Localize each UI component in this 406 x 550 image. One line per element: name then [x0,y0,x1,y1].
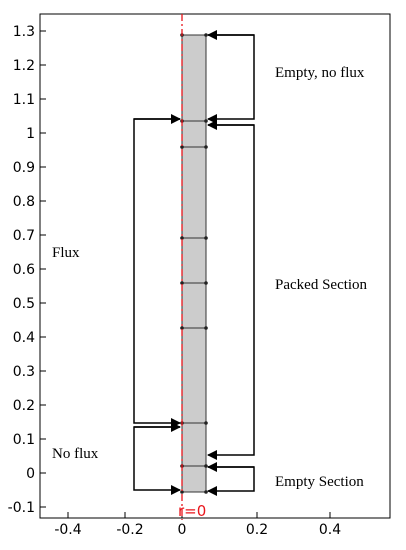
empty-no-flux-bracket [207,34,255,124]
y-tick-label: 1 [26,126,35,142]
y-tick-label: 1.3 [13,24,35,40]
packed-section-bracket [207,124,255,460]
empty-section-bracket [207,466,255,496]
column-body [181,34,207,493]
y-tick-label: -0.1 [8,500,35,516]
y-tick-label: 0.6 [13,262,35,278]
x-tick-label: -0.2 [116,522,143,538]
flux-bracket [133,118,181,428]
no-flux-bracket [133,426,181,495]
y-tick-label: 0.2 [13,398,35,414]
column-dividers [182,120,206,467]
y-tick-label: 0.5 [13,296,35,312]
y-tick-label: 1.1 [13,92,35,108]
label-empty-no-flux: Empty, no flux [275,65,365,81]
x-tick-label: -0.4 [54,522,81,538]
y-tick-labels: -0.1 0 0.1 0.2 0.3 0.4 0.5 0.6 0.7 0.8 0… [8,24,35,516]
y-tick-label: 0.4 [13,330,35,346]
label-no-flux: No flux [52,446,99,462]
y-tick-label: 0 [26,466,35,482]
label-flux: Flux [52,245,80,261]
x-tick-label: 0 [178,522,187,538]
y-axis [40,30,46,508]
y-tick-label: 1.2 [13,58,35,74]
origin-label: r=0 [178,502,206,520]
x-tick-label: 0.2 [246,522,268,538]
label-packed-section: Packed Section [275,277,368,293]
label-empty-section: Empty Section [275,474,364,490]
x-tick-labels: -0.4 -0.2 0 0.2 0.4 [54,522,341,538]
y-tick-label: 0.1 [13,432,35,448]
y-tick-label: 0.8 [13,194,35,210]
y-tick-label: 0.7 [13,228,35,244]
column-nodes [180,33,208,494]
y-tick-label: 0.3 [13,364,35,380]
x-tick-label: 0.4 [319,522,341,538]
plot-frame [39,13,391,519]
y-tick-label: 0.9 [13,160,35,176]
